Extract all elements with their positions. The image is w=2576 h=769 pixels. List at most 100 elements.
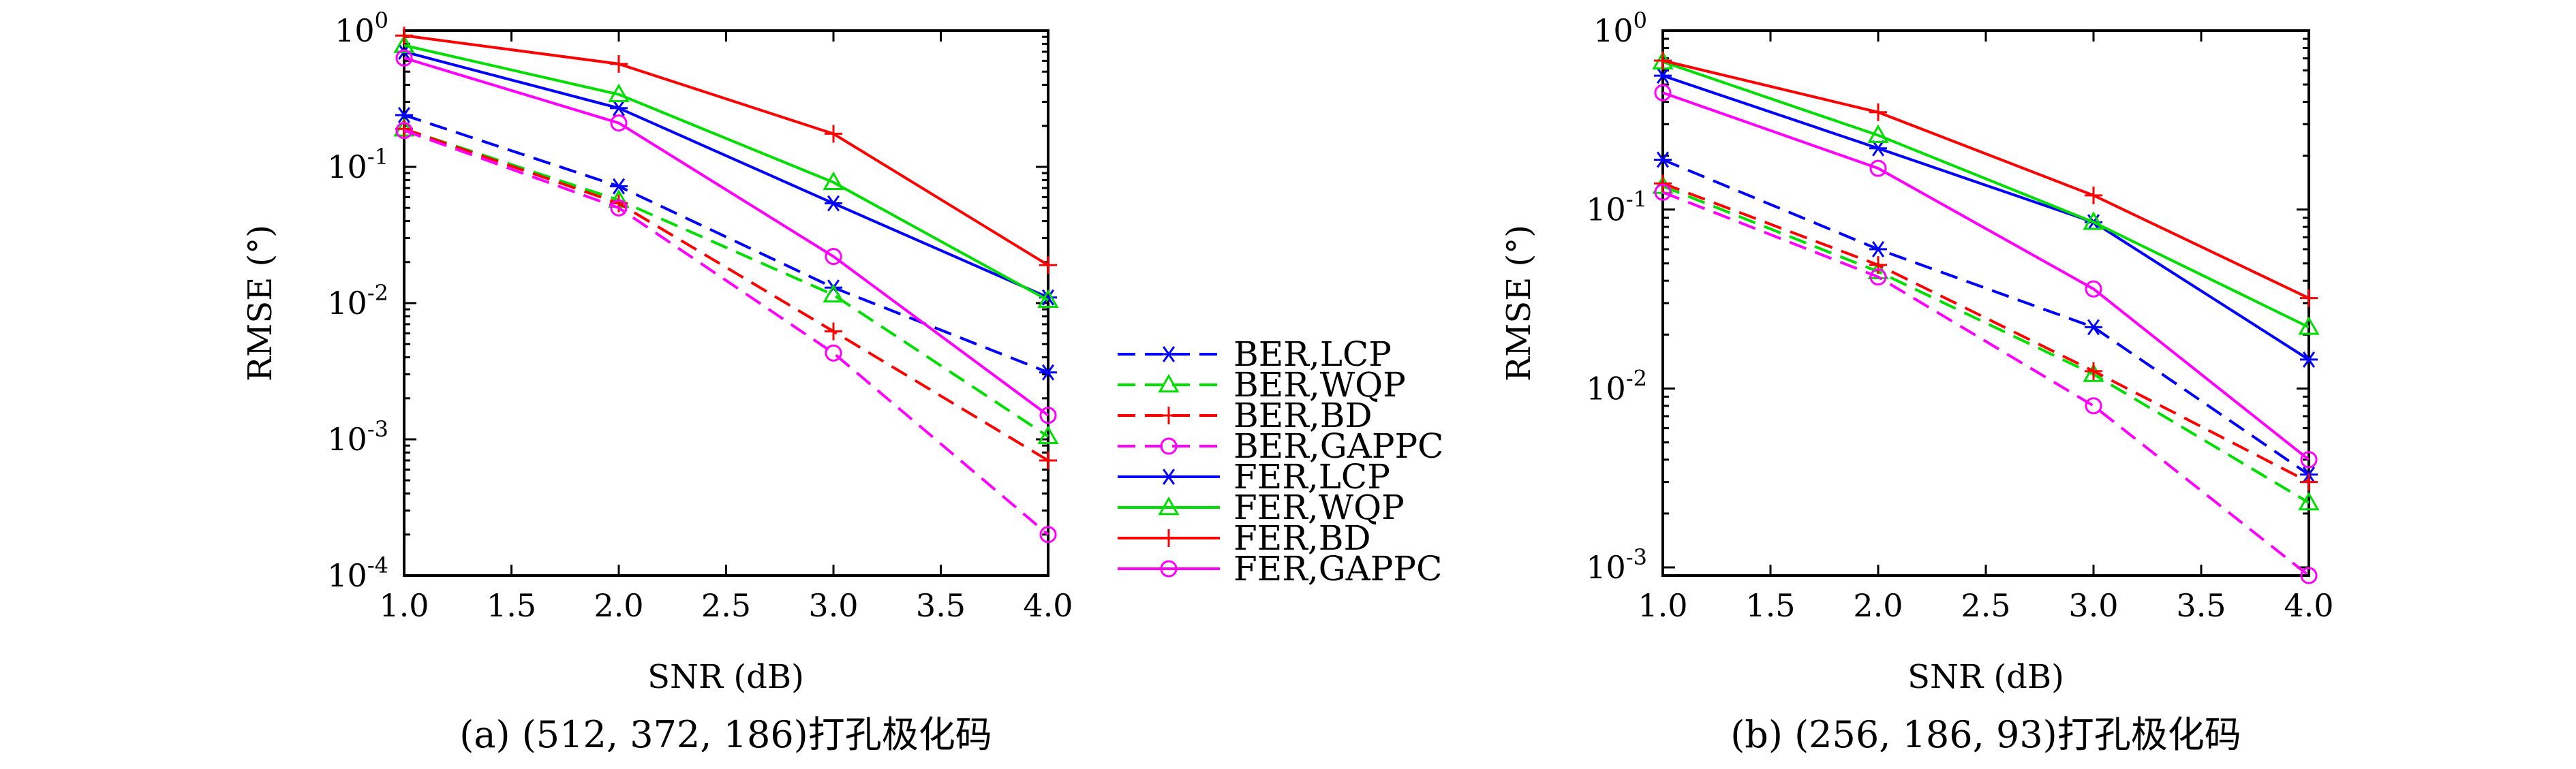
- series-line-fer-bd: [1662, 59, 2310, 300]
- data-point-fer-gappc: [1654, 84, 1672, 101]
- chart-a-y-axis-label: RMSE (°): [241, 225, 279, 381]
- series-line-ber-gappc: [403, 129, 1049, 536]
- legend-item-ber-gappc: BER,GAPPC: [1118, 426, 1443, 466]
- data-point-ber-bd: [2300, 473, 2318, 491]
- x-tick-label: 1.0: [1638, 587, 1687, 624]
- chart-a-x-axis-label: SNR (dB): [647, 658, 804, 696]
- chart-b-tick-labels: 1.0 1.5 2.0 2.5 3.0 3.5 4.0 100 10-1 10-2 10-3: [1586, 7, 2333, 624]
- series-line-fer-gappc: [403, 57, 1049, 417]
- data-point-fer-lcp: [610, 99, 628, 116]
- data-point-fer-gappc: [395, 49, 413, 67]
- series-fer-lcp: [1654, 67, 2318, 368]
- data-point-fer-bd: [2085, 186, 2102, 204]
- x-tick-label: 3.0: [2068, 587, 2118, 624]
- data-point-ber-lcp: [2085, 319, 2102, 336]
- data-point-ber-gappc: [2300, 567, 2318, 584]
- data-point-ber-bd: [825, 322, 842, 341]
- legend-marker: [1160, 346, 1178, 362]
- data-point-fer-bd: [2300, 289, 2318, 307]
- data-point-fer-bd: [1654, 51, 1672, 69]
- data-point-fer-lcp: [825, 195, 842, 212]
- data-point-fer-wqp: [608, 83, 630, 102]
- legend-marker: [1160, 560, 1178, 578]
- legend-label: FER,BD: [1233, 518, 1371, 558]
- y-tick-label: 10-4: [327, 552, 388, 594]
- series-line-ber-wqp: [1662, 185, 2310, 504]
- data-point-fer-bd: [395, 27, 413, 45]
- x-tick-label: 2.0: [594, 587, 643, 624]
- y-tick-label: 10-1: [327, 144, 388, 185]
- data-point-fer-gappc: [2085, 280, 2102, 298]
- y-tick-label: 10-2: [327, 280, 388, 321]
- y-tick-label: 10-2: [1586, 365, 1647, 407]
- series-line-ber-lcp: [1662, 158, 2310, 476]
- series-ber-lcp: [395, 107, 1057, 381]
- data-point-ber-lcp: [1654, 151, 1672, 168]
- chart-b-plot-frame: [1661, 29, 2310, 577]
- y-tick-label: 10-1: [1586, 187, 1647, 228]
- data-point-fer-bd: [1039, 256, 1057, 274]
- series-ber-lcp: [1654, 151, 2318, 483]
- x-tick-label: 3.5: [916, 587, 966, 624]
- data-point-ber-gappc: [1869, 268, 1887, 286]
- data-point-fer-gappc: [610, 114, 628, 132]
- x-tick-label: 4.0: [2284, 587, 2333, 624]
- x-tick-label: 1.5: [1745, 587, 1795, 624]
- data-point-fer-gappc: [825, 247, 842, 266]
- chart-b: 1.0 1.5 2.0 2.5 3.0 3.5 4.0 100 10-1 10-2 10-3 RMS…: [1500, 7, 2334, 756]
- legend-label: BER,LCP: [1233, 334, 1392, 374]
- legend-label: BER,WQP: [1233, 365, 1406, 405]
- data-point-fer-bd: [825, 125, 842, 143]
- y-tick-label: 100: [335, 7, 388, 49]
- chart-b-y-axis-label: RMSE (°): [1500, 225, 1538, 381]
- data-point-ber-wqp: [1037, 425, 1059, 445]
- x-tick-label: 1.5: [487, 587, 536, 624]
- x-tick-label: 2.5: [1961, 587, 2010, 624]
- x-tick-label: 1.0: [379, 587, 429, 624]
- series-line-ber-gappc: [1662, 191, 2310, 577]
- data-point-fer-wqp: [1037, 289, 1059, 309]
- chart-b-caption: (b) (256, 186, 93)打孔极化码: [1730, 713, 2241, 756]
- chart-b-series: [1652, 50, 2320, 584]
- data-point-ber-lcp: [1039, 364, 1057, 381]
- legend-item-ber-lcp: BER,LCP: [1118, 334, 1392, 374]
- data-point-fer-bd: [1869, 103, 1887, 121]
- data-point-fer-wqp: [393, 34, 415, 53]
- series-ber-bd: [395, 120, 1057, 469]
- data-point-ber-gappc: [610, 199, 628, 217]
- legend-marker: [1160, 407, 1178, 424]
- data-point-ber-gappc: [825, 344, 842, 362]
- data-point-ber-bd: [1039, 451, 1057, 469]
- data-point-fer-wqp: [2083, 211, 2104, 230]
- series-fer-bd: [1654, 51, 2318, 307]
- series-fer-gappc: [1654, 84, 2318, 469]
- series-line-ber-bd: [403, 127, 1049, 462]
- chart-a-series: [393, 27, 1059, 544]
- legend-item-ber-bd: BER,BD: [1118, 396, 1373, 435]
- data-point-ber-bd: [2085, 362, 2102, 380]
- data-point-fer-wqp: [1867, 124, 1889, 143]
- data-point-ber-wqp: [2298, 491, 2320, 511]
- legend-marker: [1158, 496, 1180, 516]
- series-fer-gappc: [395, 49, 1057, 424]
- data-point-ber-gappc: [1039, 526, 1057, 544]
- chart-b-x-axis-label: SNR (dB): [1907, 658, 2064, 696]
- x-tick-label: 2.5: [701, 587, 751, 624]
- data-point-fer-lcp: [2300, 351, 2318, 368]
- series-fer-wqp: [393, 34, 1059, 309]
- series-line-fer-lcp: [1662, 74, 2310, 361]
- data-point-ber-bd: [1654, 174, 1672, 193]
- legend-item-fer-lcp: FER,LCP: [1118, 457, 1390, 497]
- legend-item-fer-bd: FER,BD: [1118, 518, 1371, 558]
- chart-b-ticks: [1661, 29, 2310, 577]
- y-tick-label: 100: [1593, 7, 1647, 49]
- series-line-fer-bd: [403, 34, 1049, 266]
- data-point-ber-gappc: [1654, 183, 1672, 201]
- legend-marker: [1158, 373, 1180, 393]
- series-line-fer-gappc: [1662, 91, 2310, 461]
- series-ber-gappc: [1654, 183, 2318, 584]
- series-fer-lcp: [395, 44, 1057, 306]
- chart-a-caption: (a) (512, 372, 186)打孔极化码: [459, 713, 992, 756]
- y-tick-label: 10-3: [327, 416, 388, 458]
